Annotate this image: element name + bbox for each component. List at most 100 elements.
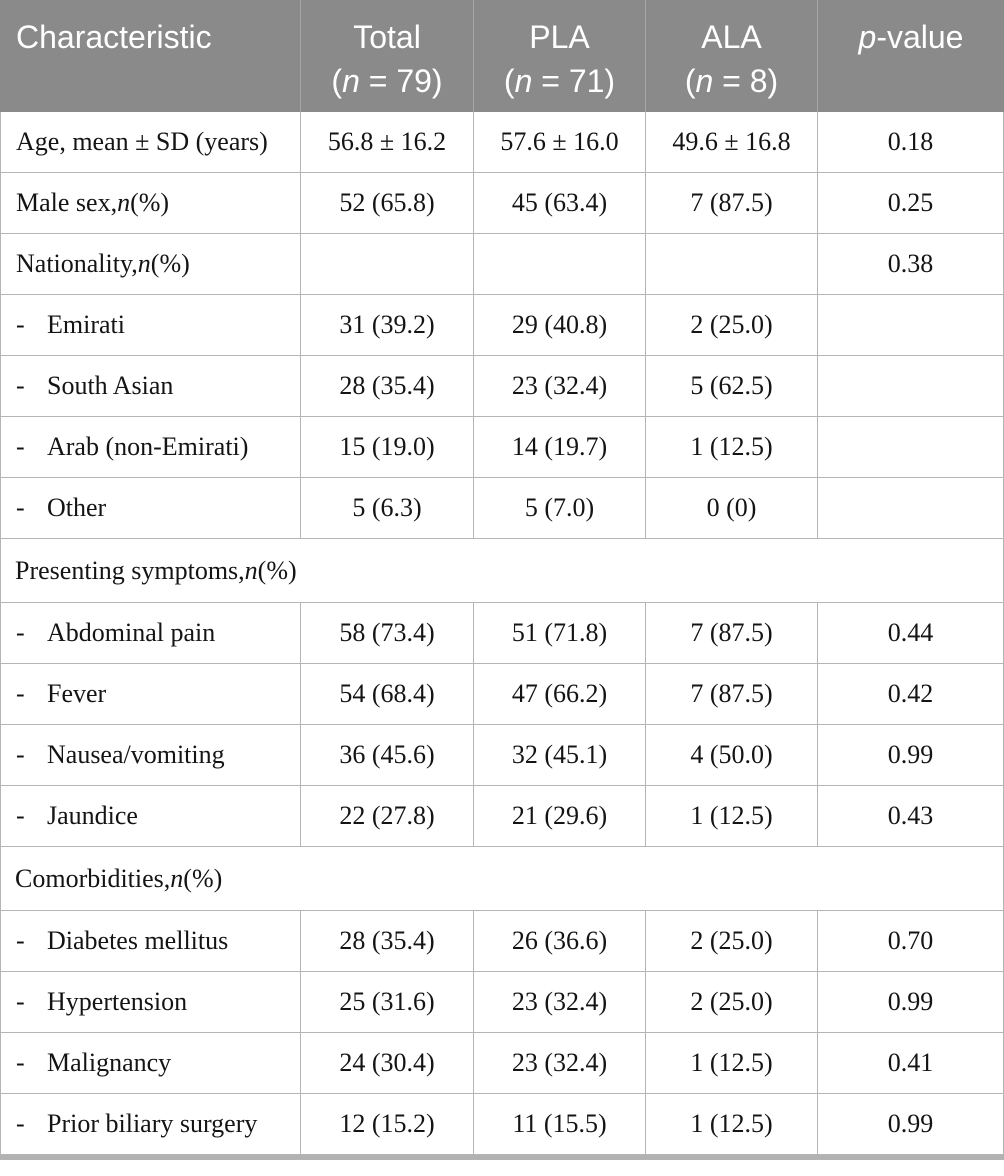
ala-cell: 2 (25.0) (645, 972, 817, 1032)
italic-text: n (514, 63, 533, 99)
row-label: - South Asian (1, 356, 300, 416)
row-label: - Hypertension (1, 972, 300, 1032)
header-line: PLA (474, 15, 645, 59)
text: Arab (non-Emirati) (47, 432, 249, 461)
ala-cell: 7 (87.5) (645, 173, 817, 233)
italic-text: p (858, 19, 877, 55)
text: Jaundice (47, 801, 138, 830)
total-cell: 28 (35.4) (300, 911, 473, 971)
row-label: - Malignancy (1, 1033, 300, 1093)
pla-cell: 14 (19.7) (473, 417, 645, 477)
pla-cell: 11 (15.5) (473, 1094, 645, 1154)
ala-cell: 1 (12.5) (645, 786, 817, 846)
indent-dash: - (16, 432, 25, 461)
table-row: - Abdominal pain 58 (73.4) 51 (71.8) 7 (87.5… (1, 603, 1003, 664)
ala-cell: 2 (25.0) (645, 911, 817, 971)
table-row: - Emirati 31 (39.2) 29 (40.8) 2 (25.0) (1, 295, 1003, 356)
ala-cell: 4 (50.0) (645, 725, 817, 785)
indent-dash: - (16, 618, 25, 647)
pla-cell: 47 (66.2) (473, 664, 645, 724)
indent-dash: - (16, 740, 25, 769)
table-row: Age, mean ± SD (years) 56.8 ± 16.2 57.6 ± … (1, 112, 1003, 173)
text: Characteristic (16, 19, 212, 55)
section-row: Presenting symptoms, n (%) (1, 539, 1003, 603)
row-label: - Nausea/vomiting (1, 725, 300, 785)
italic-text: n (244, 555, 258, 585)
table-row: Male sex, n (%) 52 (65.8) 45 (63.4) 7 (87.5… (1, 173, 1003, 234)
pla-cell: 23 (32.4) (473, 1033, 645, 1093)
text: Abdominal pain (47, 618, 216, 647)
p-value-cell: 0.44 (817, 603, 1003, 663)
total-cell: 36 (45.6) (300, 725, 473, 785)
p-value-cell: 0.38 (817, 234, 1003, 294)
indent-dash: - (16, 310, 25, 339)
row-label: - Fever (1, 664, 300, 724)
table-row: - Diabetes mellitus 28 (35.4) 26 (36.6) 2 (2… (1, 911, 1003, 972)
text: Emirati (47, 310, 125, 339)
pla-cell (473, 234, 645, 294)
pla-cell: 21 (29.6) (473, 786, 645, 846)
row-label: Male sex, n (%) (1, 173, 300, 233)
section-row: Comorbidities, n (%) (1, 847, 1003, 911)
indent-dash: - (16, 987, 25, 1016)
text: Nationality, (16, 249, 138, 278)
table-row: - Prior biliary surgery 12 (15.2) 11 (15.5)… (1, 1094, 1003, 1155)
p-value-cell: 0.41 (817, 1033, 1003, 1093)
header-cell-4: p-value (817, 0, 1004, 112)
p-value-cell (817, 356, 1003, 416)
text: -value (876, 19, 964, 55)
text: (%) (130, 188, 170, 217)
indent-dash: - (16, 1048, 25, 1077)
text: ( (684, 63, 696, 99)
table-row: - Other 5 (6.3) 5 (7.0) 0 (0) (1, 478, 1003, 539)
table-row: - Fever 54 (68.4) 47 (66.2) 7 (87.5) 0.42 (1, 664, 1003, 725)
text: Nausea/vomiting (47, 740, 225, 769)
text: = 8) (713, 63, 779, 99)
text: ( (331, 63, 343, 99)
ala-cell: 0 (0) (645, 478, 817, 538)
row-label: - Jaundice (1, 786, 300, 846)
row-label: Nationality, n (%) (1, 234, 300, 294)
text: South Asian (47, 371, 174, 400)
text: Comorbidities, (15, 863, 171, 893)
total-cell: 15 (19.0) (300, 417, 473, 477)
text: Male sex, (16, 188, 118, 217)
pla-cell: 32 (45.1) (473, 725, 645, 785)
indent-dash: - (16, 493, 25, 522)
row-label: - Emirati (1, 295, 300, 355)
pla-cell: 23 (32.4) (473, 356, 645, 416)
pla-cell: 29 (40.8) (473, 295, 645, 355)
p-value-cell: 0.43 (817, 786, 1003, 846)
table-row: - Malignancy 24 (30.4) 23 (32.4) 1 (12.5) 0.4… (1, 1033, 1003, 1094)
indent-dash: - (16, 679, 25, 708)
section-label: Presenting symptoms, n (%) (1, 539, 1003, 602)
ala-cell (645, 234, 817, 294)
table-row: Nationality, n (%) 0.38 (1, 234, 1003, 295)
ala-cell: 7 (87.5) (645, 603, 817, 663)
text: Malignancy (47, 1048, 172, 1077)
p-value-cell: 0.18 (817, 112, 1003, 172)
text: Diabetes mellitus (47, 926, 229, 955)
text: (%) (257, 555, 297, 585)
p-value-cell: 0.42 (817, 664, 1003, 724)
text: Hypertension (47, 987, 188, 1016)
italic-text: n (342, 63, 360, 99)
text: (%) (183, 863, 223, 893)
p-value-cell: 0.99 (817, 972, 1003, 1032)
header-cell-0: Characteristic (0, 0, 300, 112)
total-cell: 31 (39.2) (300, 295, 473, 355)
text: = 71) (532, 63, 616, 99)
total-cell: 52 (65.8) (300, 173, 473, 233)
total-cell: 56.8 ± 16.2 (300, 112, 473, 172)
header-line: (n = 79) (301, 59, 473, 103)
row-label: - Diabetes mellitus (1, 911, 300, 971)
pla-cell: 45 (63.4) (473, 173, 645, 233)
row-label: Age, mean ± SD (years) (1, 112, 300, 172)
pla-cell: 26 (36.6) (473, 911, 645, 971)
italic-text: n (695, 63, 714, 99)
total-cell: 25 (31.6) (300, 972, 473, 1032)
table-row: - Jaundice 22 (27.8) 21 (29.6) 1 (12.5) 0.43 (1, 786, 1003, 847)
p-value-cell: 0.70 (817, 911, 1003, 971)
indent-dash: - (16, 926, 25, 955)
header-line: Characteristic (16, 15, 300, 59)
